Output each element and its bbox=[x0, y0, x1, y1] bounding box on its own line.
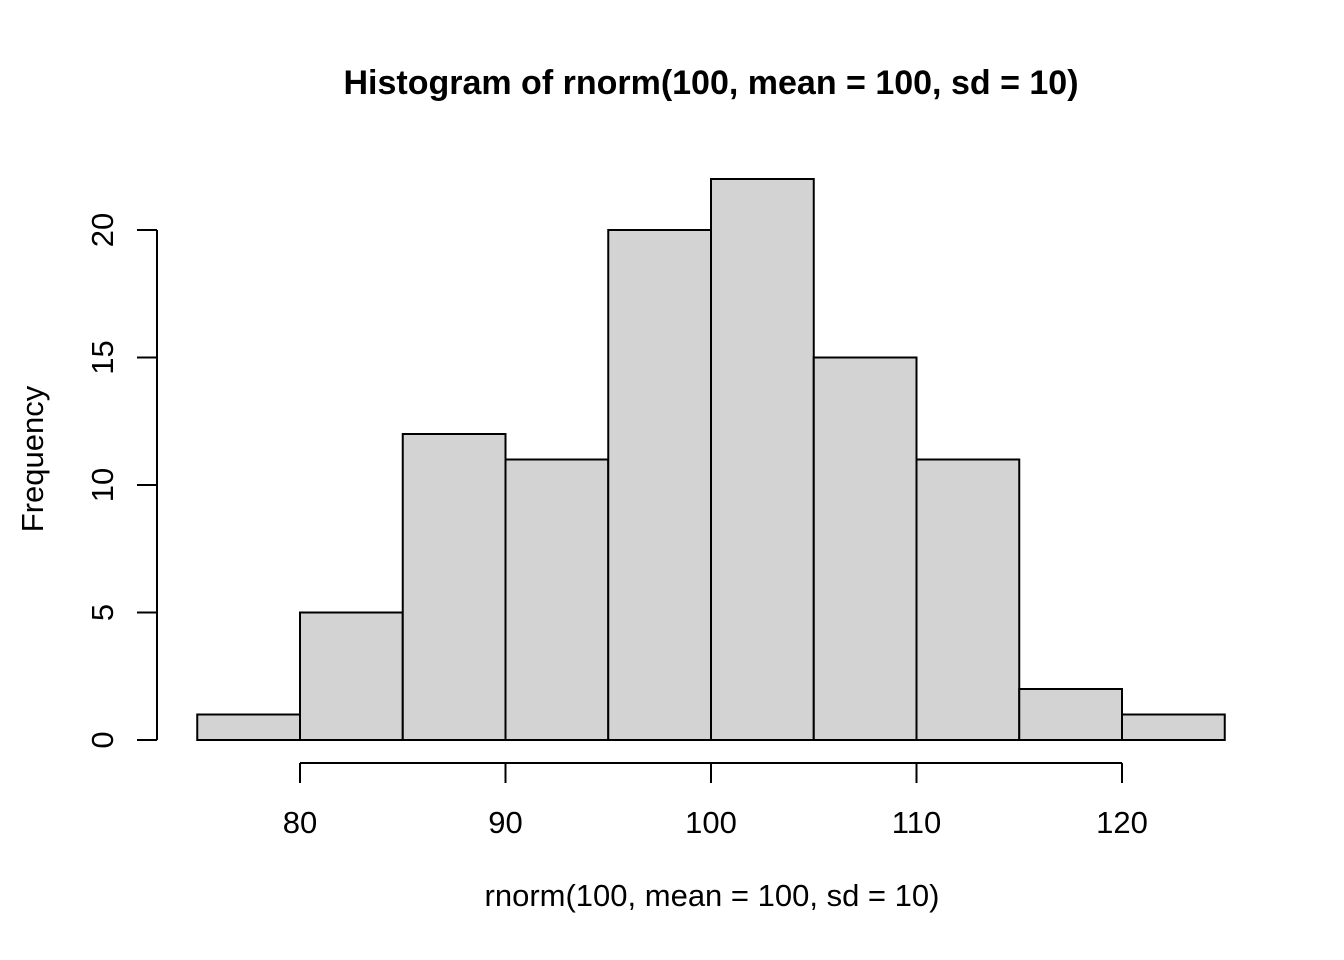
histogram-bar bbox=[299, 611, 404, 741]
histogram-bar bbox=[710, 178, 815, 741]
histogram-bar bbox=[196, 713, 301, 741]
histogram-bar bbox=[504, 458, 610, 741]
histogram-bar bbox=[401, 433, 507, 741]
y-tick-label: 5 bbox=[85, 604, 120, 621]
y-tick-label: 20 bbox=[85, 213, 120, 247]
x-tick-label: 100 bbox=[685, 805, 737, 840]
histogram-bar bbox=[812, 356, 918, 741]
histogram-bar bbox=[1121, 713, 1226, 741]
x-tick-label: 120 bbox=[1096, 805, 1148, 840]
x-tick-label: 80 bbox=[283, 805, 317, 840]
y-tick-label: 10 bbox=[85, 468, 120, 502]
histogram-bar bbox=[915, 458, 1021, 741]
y-tick-label: 15 bbox=[85, 340, 120, 374]
y-axis-label: Frequency bbox=[15, 385, 50, 532]
histogram-bar bbox=[1018, 688, 1123, 741]
x-axis-label: rnorm(100, mean = 100, sd = 10) bbox=[485, 878, 940, 913]
chart-title: Histogram of rnorm(100, mean = 100, sd =… bbox=[343, 64, 1078, 102]
plot-area: 0 5 10 15 20 80 90 100 110 120 bbox=[85, 178, 1226, 840]
histogram-bar bbox=[607, 229, 712, 741]
x-tick-label: 90 bbox=[488, 805, 522, 840]
y-tick-label: 0 bbox=[85, 731, 120, 748]
x-tick-label: 110 bbox=[892, 805, 941, 840]
